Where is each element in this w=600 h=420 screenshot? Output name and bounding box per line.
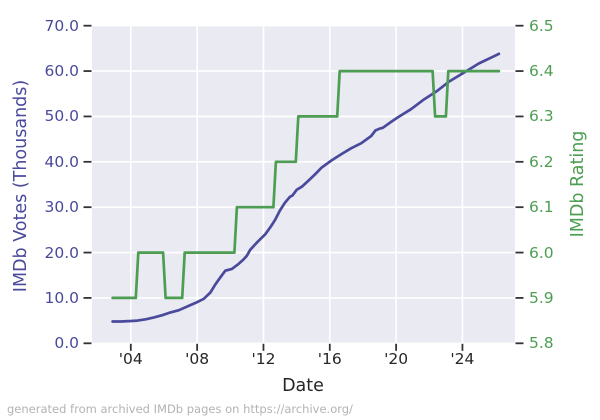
y-right-tick-label: 6.2 — [529, 152, 554, 171]
y-left-tick-label: 50.0 — [44, 107, 79, 126]
votes-line — [111, 52, 501, 323]
x-tick-label: '24 — [450, 350, 475, 368]
x-axis-label: Date — [282, 376, 324, 396]
y-left-tick-label: 20.0 — [44, 243, 79, 262]
y-left-tick-label: 60.0 — [44, 62, 79, 81]
y-left-tick-label: 70.0 — [44, 16, 79, 35]
rating-line — [111, 69, 501, 300]
y-left-tick-label: 0.0 — [54, 334, 79, 353]
y-axis-label-right: IMDb Rating — [568, 130, 588, 238]
x-tick-label: '04 — [118, 350, 143, 368]
x-tick-label: '20 — [384, 350, 409, 368]
y-axis-label-left: IMDb Votes (Thousands) — [11, 79, 31, 293]
y-right-tick-label: 5.9 — [529, 288, 554, 307]
y-right-tick-label: 6.5 — [529, 16, 554, 35]
x-tick-label: '08 — [185, 350, 210, 368]
y-left-tick-label: 30.0 — [44, 198, 79, 217]
y-left-tick-label: 40.0 — [44, 152, 79, 171]
y-right-tick-label: 6.3 — [529, 107, 554, 126]
y-right-tick-label: 6.0 — [529, 243, 554, 262]
y-right-tick-label: 5.8 — [529, 334, 554, 353]
x-tick-label: '12 — [251, 350, 276, 368]
y-right-tick-label: 6.4 — [529, 62, 554, 81]
footer-note: generated from archived IMDb pages on ht… — [7, 402, 353, 416]
y-right-tick-label: 6.1 — [529, 198, 554, 217]
y-left-tick-label: 10.0 — [44, 288, 79, 307]
x-tick-label: '16 — [317, 350, 342, 368]
